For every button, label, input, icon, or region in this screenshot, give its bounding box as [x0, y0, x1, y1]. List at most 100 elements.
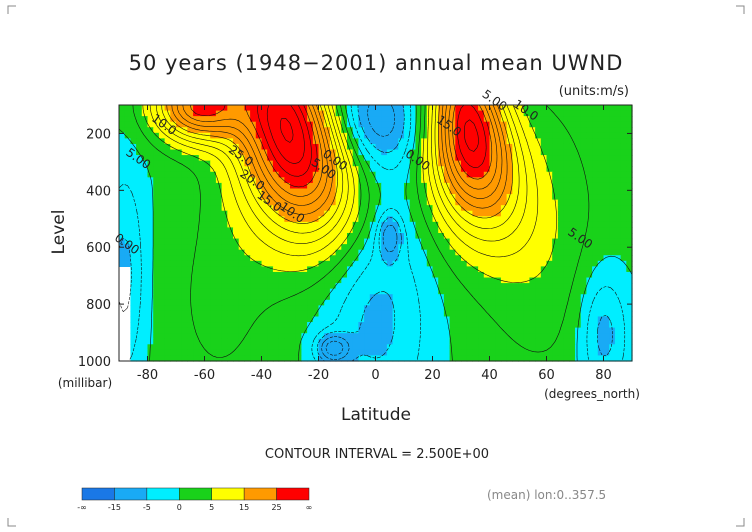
heatmap-cells — [119, 105, 633, 362]
heatmap-cell — [267, 310, 274, 318]
heatmap-cell — [369, 160, 377, 167]
heatmap-cell — [557, 310, 565, 318]
heatmap-cell — [272, 205, 280, 212]
heatmap-cell — [301, 194, 308, 201]
heatmap-cell — [375, 155, 382, 162]
heatmap-cell — [244, 344, 251, 351]
heatmap-cell — [284, 305, 291, 312]
heatmap-cell — [158, 288, 166, 295]
heatmap-cell — [404, 121, 411, 128]
heatmap-cell — [626, 171, 633, 178]
heatmap-cell — [586, 143, 593, 151]
heatmap-cell — [278, 199, 285, 206]
heatmap-cell — [443, 260, 451, 267]
heatmap-cell — [552, 194, 559, 201]
heatmap-cell — [466, 255, 473, 262]
heatmap-cell — [255, 244, 263, 251]
heatmap-cell — [586, 227, 593, 234]
heatmap-cell — [187, 333, 194, 340]
heatmap-cell — [529, 310, 536, 318]
heatmap-cell — [153, 199, 160, 206]
heatmap-cell — [158, 127, 166, 134]
heatmap-cell — [233, 283, 240, 290]
heatmap-cell — [358, 322, 365, 329]
heatmap-cell — [557, 227, 565, 234]
heatmap-cell — [233, 105, 240, 112]
heatmap-cell — [261, 182, 268, 190]
heatmap-cell — [381, 210, 388, 217]
heatmap-cell — [449, 171, 456, 178]
heatmap-cell — [307, 210, 314, 217]
heatmap-cell — [546, 310, 553, 318]
heatmap-cell — [518, 344, 525, 351]
heatmap-cell — [421, 116, 428, 123]
heatmap-cell — [563, 221, 570, 229]
heatmap-cell — [250, 143, 257, 151]
heatmap-cell — [489, 260, 496, 267]
heatmap-cell — [461, 116, 468, 123]
heatmap-cell — [147, 105, 154, 112]
heatmap-cell — [181, 110, 188, 117]
heatmap-cell — [472, 260, 479, 267]
heatmap-cell — [221, 110, 228, 117]
heatmap-cell — [381, 238, 388, 245]
heatmap-cell — [312, 127, 320, 134]
heatmap-cell — [557, 105, 565, 112]
heatmap-cell — [398, 194, 405, 201]
heatmap-cell — [312, 110, 320, 117]
heatmap-cell — [364, 310, 371, 318]
heatmap-cell — [449, 110, 456, 117]
heatmap-cell — [176, 105, 183, 112]
heatmap-cell — [341, 288, 348, 295]
heatmap-cell — [432, 249, 439, 256]
heatmap-cell — [392, 221, 399, 229]
heatmap-cell — [233, 294, 240, 301]
heatmap-cell — [329, 138, 337, 145]
heatmap-cell — [609, 344, 616, 351]
heatmap-cell — [233, 182, 240, 190]
heatmap-cell — [432, 283, 439, 290]
heatmap-cell — [506, 294, 513, 301]
heatmap-cell — [506, 355, 513, 362]
heatmap-cell — [307, 171, 314, 178]
heatmap-cell — [546, 338, 553, 345]
heatmap-cell — [580, 221, 587, 229]
heatmap-cell — [193, 288, 200, 295]
heatmap-cell — [238, 288, 245, 295]
heatmap-cell — [307, 349, 314, 357]
heatmap-cell — [267, 216, 274, 223]
heatmap-cell — [312, 255, 320, 262]
heatmap-cell — [409, 299, 416, 306]
heatmap-cell — [164, 355, 171, 362]
heatmap-cell — [255, 316, 263, 323]
heatmap-cell — [312, 216, 320, 223]
heatmap-cell — [198, 227, 206, 234]
heatmap-cell — [580, 199, 587, 206]
heatmap-cell — [455, 110, 462, 117]
heatmap-cell — [244, 155, 251, 162]
heatmap-cell — [364, 216, 371, 223]
heatmap-cell — [569, 166, 576, 173]
heatmap-cell — [461, 333, 468, 340]
heatmap-cell — [552, 177, 559, 184]
heatmap-cell — [158, 116, 166, 123]
heatmap-cell — [466, 149, 473, 156]
heatmap-cell — [392, 143, 399, 151]
heatmap-cell — [512, 349, 519, 357]
heatmap-cell — [466, 227, 473, 234]
heatmap-cell — [455, 316, 462, 323]
heatmap-cell — [478, 338, 485, 345]
heatmap-cell — [187, 132, 194, 139]
heatmap-cell — [193, 171, 200, 178]
heatmap-cell — [164, 299, 171, 306]
heatmap-cell — [626, 177, 633, 184]
heatmap-cell — [620, 149, 627, 156]
heatmap-cell — [238, 205, 245, 212]
heatmap-cell — [141, 260, 149, 267]
heatmap-cell — [552, 132, 559, 139]
heatmap-cell — [518, 166, 525, 173]
heatmap-cell — [557, 288, 565, 295]
heatmap-cell — [341, 310, 348, 318]
heatmap-cell — [233, 344, 240, 351]
heatmap-cell — [170, 288, 177, 295]
